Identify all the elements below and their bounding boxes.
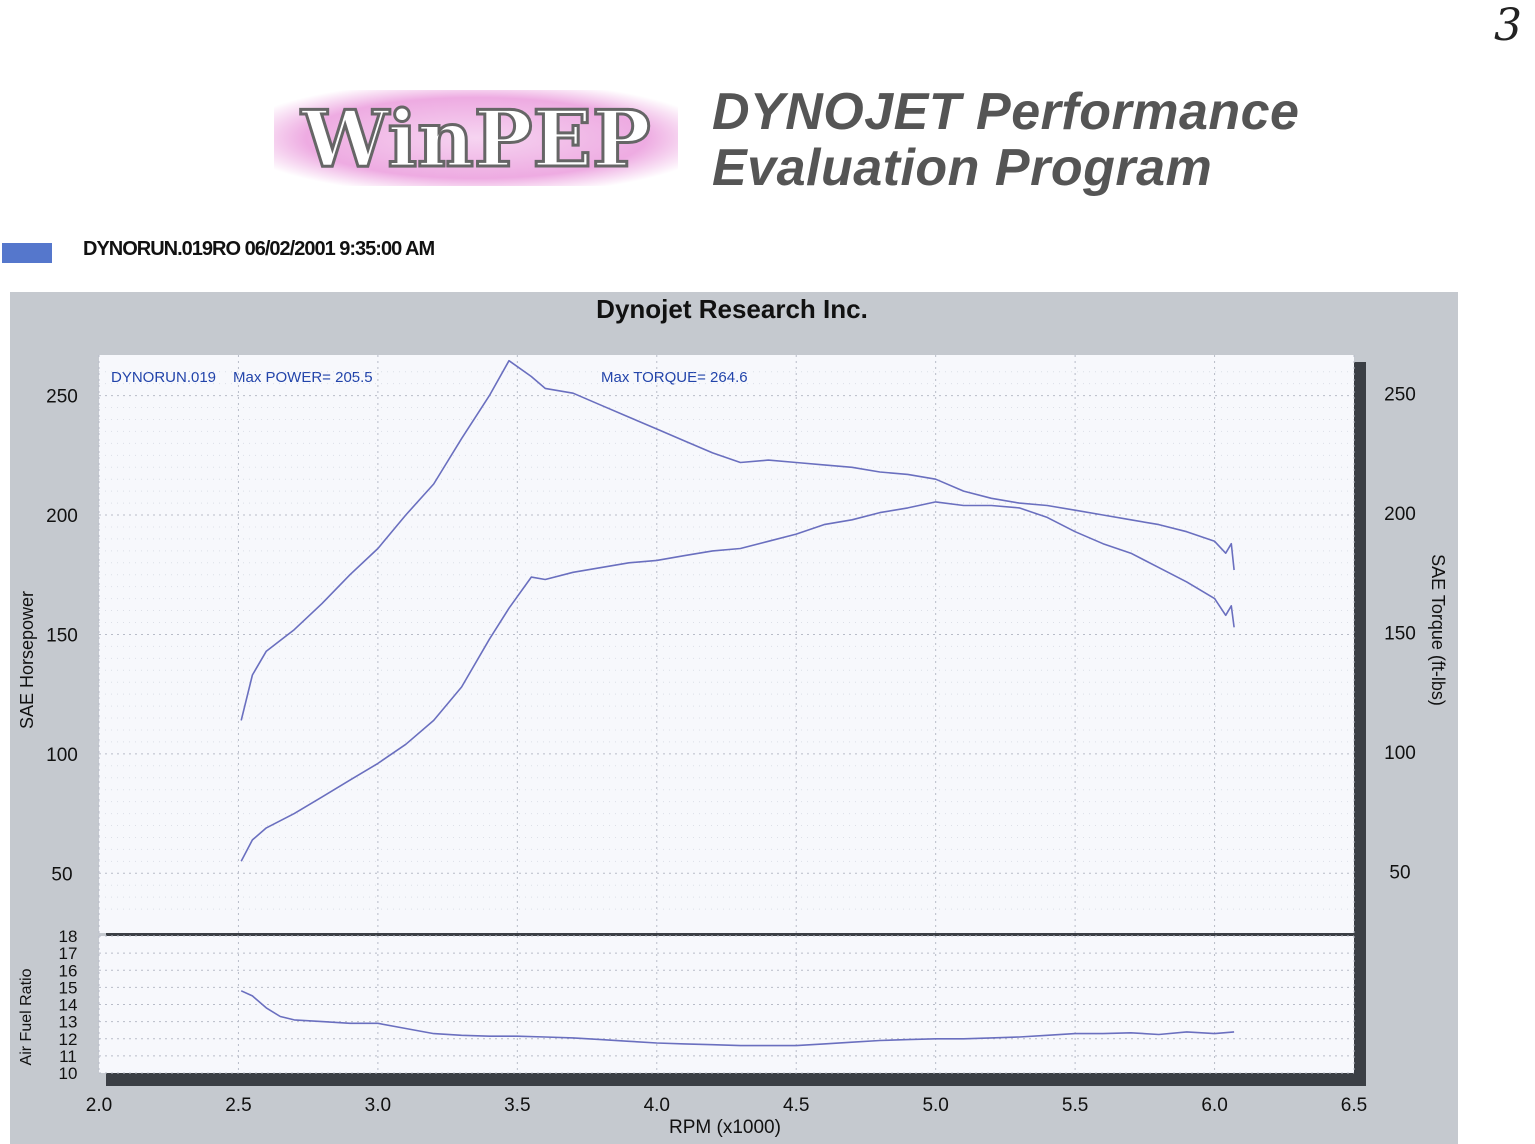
y-tick-label-right: 200 <box>1384 504 1416 525</box>
run-label: DYNORUN.019RO 06/02/2001 9:35:00 AM <box>83 238 435 260</box>
header-title-line2: Evaluation Program <box>712 139 1213 197</box>
x-tick-label: 2.5 <box>225 1095 251 1116</box>
afr-tick-label: 14 <box>59 996 78 1015</box>
afr-plot-area <box>99 936 1354 1073</box>
annotation-max-power: Max POWER= 205.5 <box>233 369 373 386</box>
x-tick-label: 6.0 <box>1201 1095 1227 1116</box>
y-tick-label-right: 150 <box>1384 623 1416 644</box>
x-tick-label: 5.0 <box>922 1095 948 1116</box>
x-tick-label: 3.0 <box>365 1095 391 1116</box>
y-tick-label-left: 150 <box>46 625 78 646</box>
y-tick-label-left: 100 <box>46 745 78 766</box>
run-legend-swatch <box>2 243 52 263</box>
afr-tick-label: 16 <box>59 961 78 980</box>
x-tick-label: 4.0 <box>644 1095 670 1116</box>
chart-title: Dynojet Research Inc. <box>596 294 868 324</box>
torque-series-line <box>240 359 1235 721</box>
horsepower-series-line <box>240 501 1235 862</box>
x-tick-label: 2.0 <box>86 1095 112 1116</box>
y-tick-label-right: 50 <box>1389 862 1410 883</box>
y-axis-label-right: SAE Torque (ft-lbs) <box>1428 554 1448 706</box>
annotation-run-name: DYNORUN.019 <box>111 369 216 386</box>
winpep-logo: WinPEP <box>274 90 678 187</box>
header-title: DYNOJET Performance Evaluation Program <box>712 84 1299 196</box>
y-tick-label-right: 250 <box>1384 385 1416 406</box>
afr-tick-label: 11 <box>59 1047 77 1066</box>
afr-tick-label: 15 <box>59 978 78 997</box>
y-tick-label-left: 250 <box>46 387 78 408</box>
x-tick-label: 3.5 <box>504 1095 530 1116</box>
afr-series-line <box>240 990 1235 1047</box>
afr-axis-label: Air Fuel Ratio <box>18 968 35 1065</box>
y-tick-label-right: 100 <box>1384 743 1416 764</box>
y-axis-label-left: SAE Horsepower <box>17 591 37 729</box>
y-tick-label-left: 50 <box>51 864 72 885</box>
svg-text:WinPEP: WinPEP <box>300 94 650 185</box>
annotation-max-torque: Max TORQUE= 264.6 <box>601 369 748 386</box>
afr-tick-label: 13 <box>59 1013 78 1032</box>
y-tick-label-left: 200 <box>46 506 78 527</box>
x-tick-label: 6.5 <box>1341 1095 1367 1116</box>
main-plot-area <box>99 355 1354 933</box>
afr-tick-label: 17 <box>59 944 78 963</box>
page-number: 3 <box>1494 0 1522 51</box>
header-title-line1: DYNOJET Performance <box>712 83 1300 141</box>
x-tick-label: 5.5 <box>1062 1095 1088 1116</box>
afr-tick-label: 18 <box>59 927 78 946</box>
afr-tick-label: 12 <box>59 1030 78 1049</box>
x-axis-label: RPM (x1000) <box>669 1117 781 1138</box>
x-tick-label: 4.5 <box>783 1095 809 1116</box>
afr-tick-label: 10 <box>59 1064 78 1083</box>
